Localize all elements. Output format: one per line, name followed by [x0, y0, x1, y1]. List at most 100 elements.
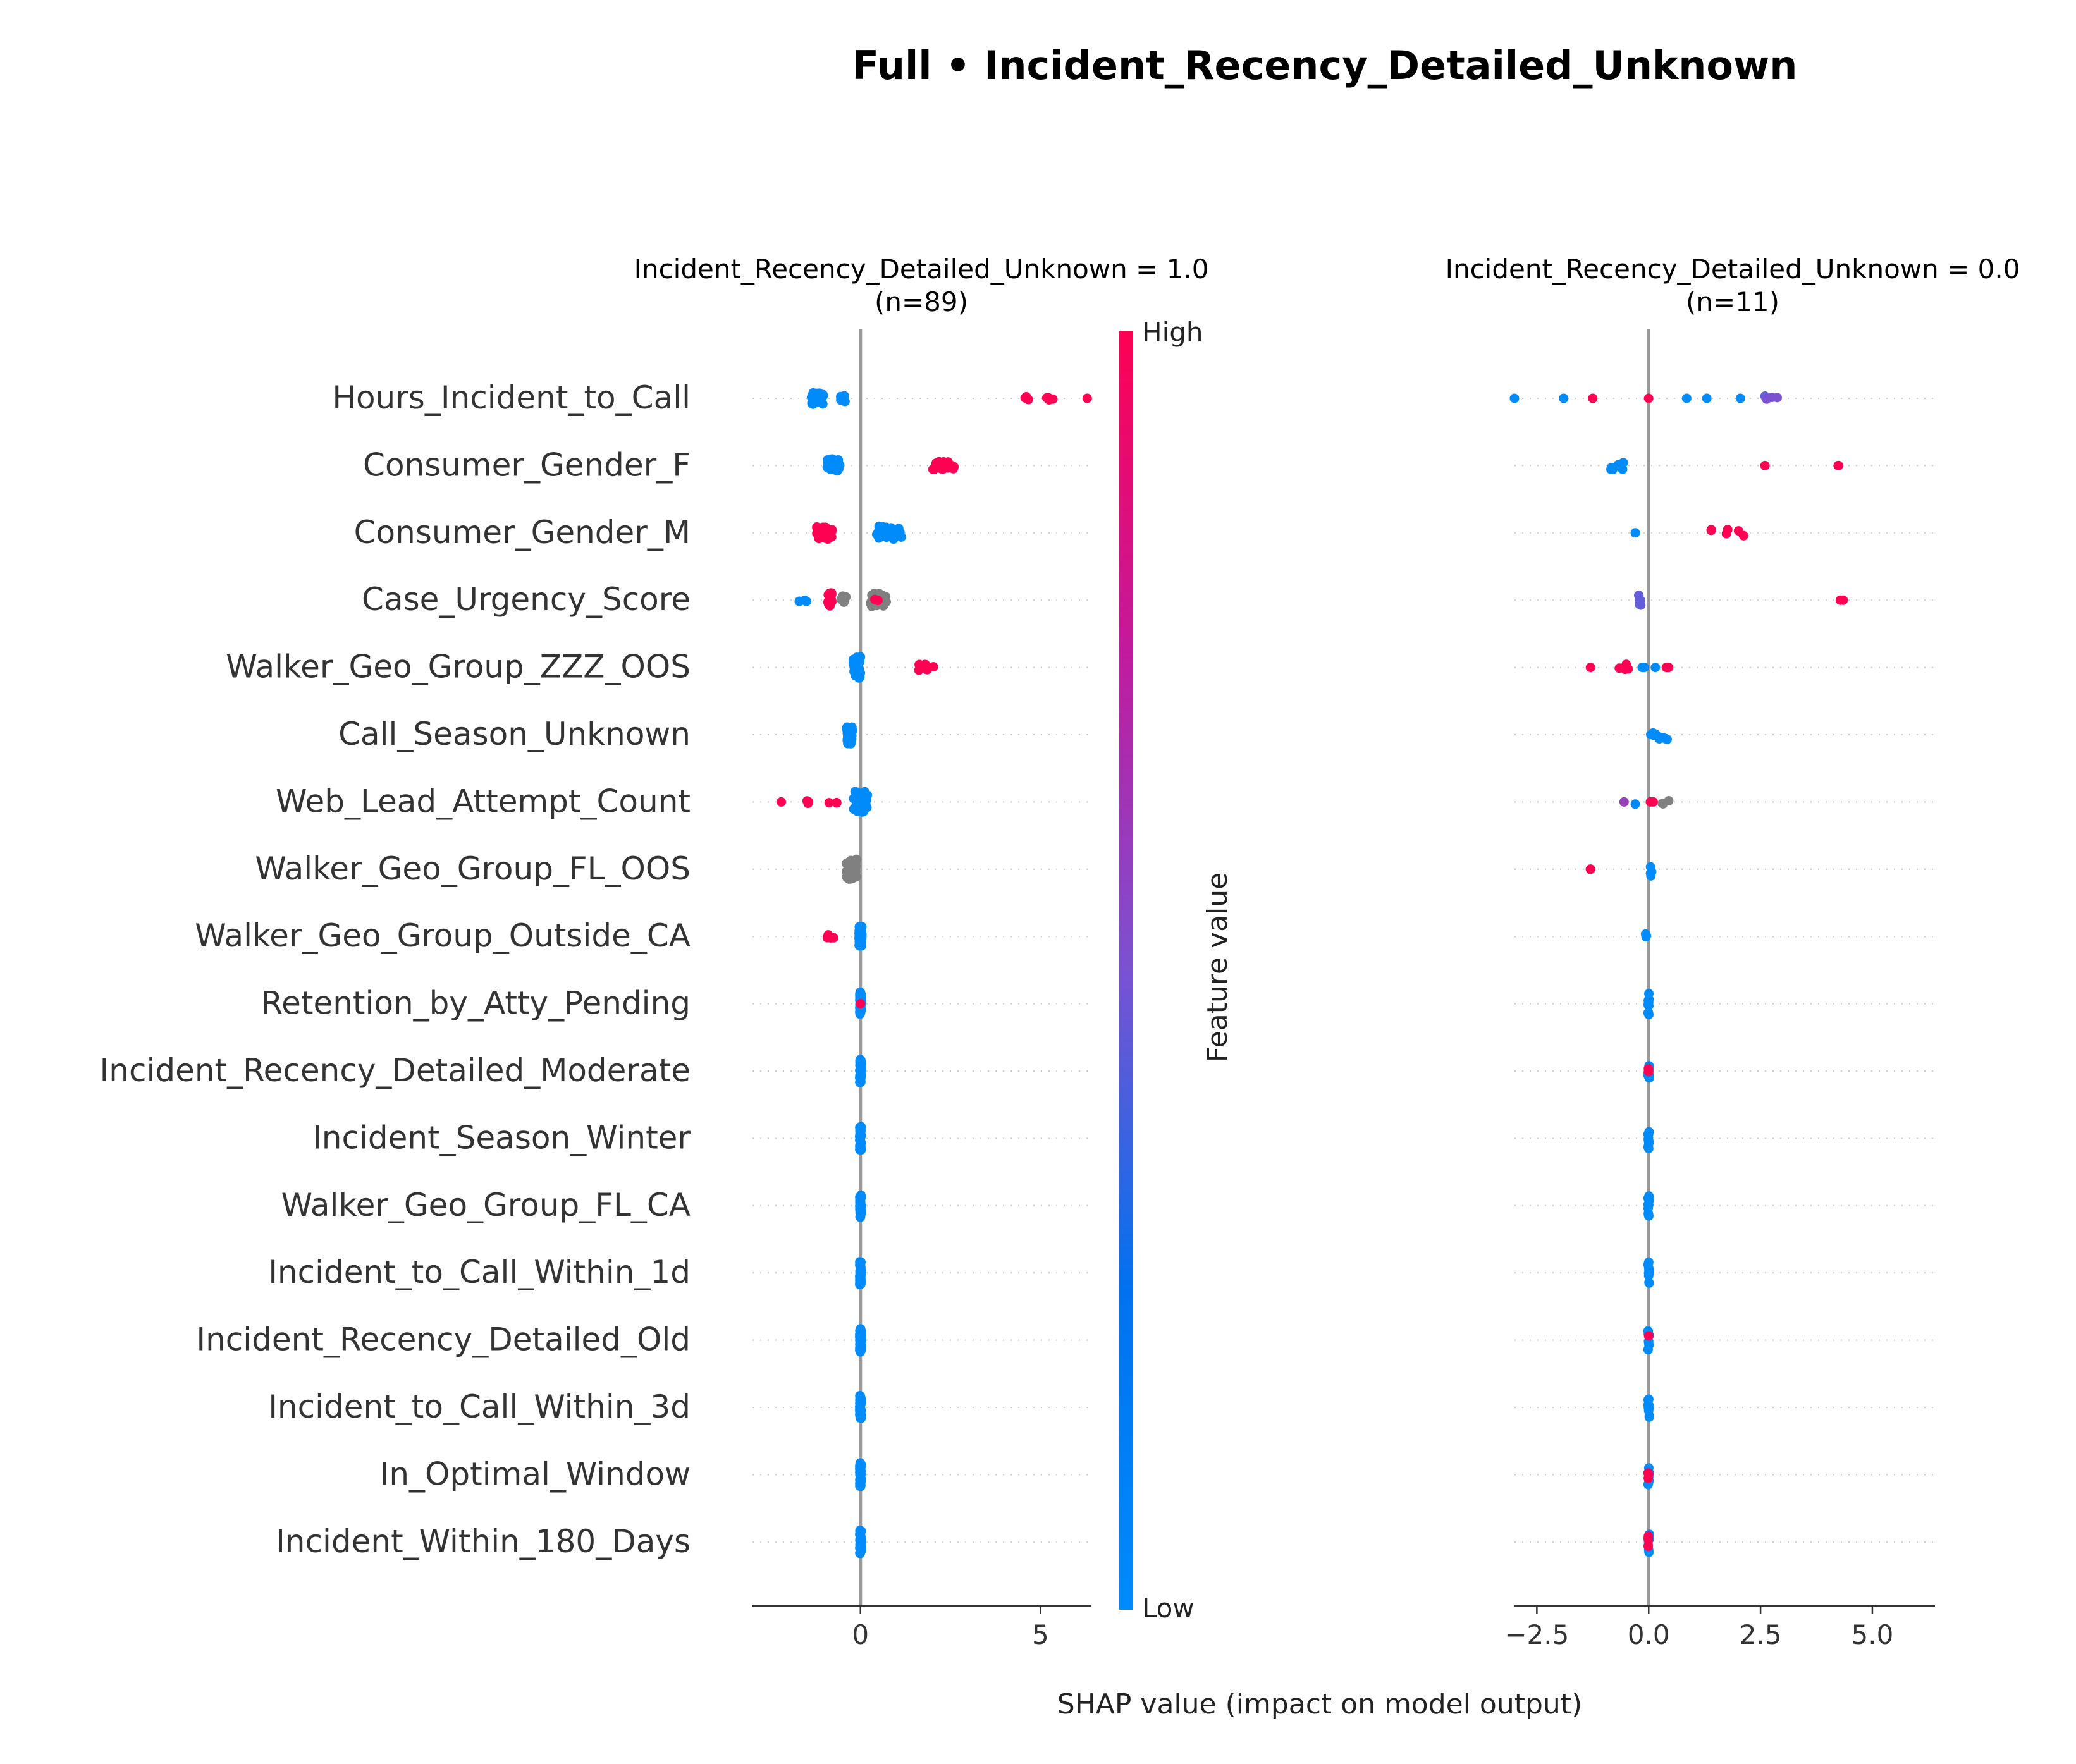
feature-label: Consumer_Gender_F [363, 446, 691, 483]
shap-point [855, 1259, 865, 1269]
shap-point [855, 1124, 865, 1134]
shap-point [817, 529, 827, 539]
shap-point [937, 463, 947, 474]
shap-point [880, 527, 890, 537]
shap-point [1644, 1127, 1654, 1137]
shap-point [832, 797, 842, 807]
shap-point [894, 524, 904, 534]
shap-point [849, 666, 859, 677]
shap-point [1643, 996, 1654, 1006]
shap-point [1643, 1531, 1654, 1541]
shap-point [852, 659, 862, 669]
shap-point [1643, 1394, 1654, 1404]
shap-point [854, 673, 864, 683]
shap-point [838, 591, 848, 601]
shap-point [1662, 734, 1672, 744]
shap-point [1585, 864, 1595, 874]
panel-right-title-line1: Incident_Recency_Detailed_Unknown = 0.0 [1446, 254, 2020, 285]
shap-point [914, 665, 924, 675]
feature-label: Walker_Geo_Group_ZZZ_OOS [226, 649, 691, 685]
shap-point [1762, 394, 1772, 404]
shap-point [855, 1402, 865, 1412]
feature-label: Incident_Recency_Detailed_Moderate [100, 1052, 691, 1089]
shap-point [1644, 1412, 1654, 1422]
x-tick-label: 0 [852, 1619, 869, 1650]
shap-point [856, 1193, 866, 1203]
feature-label: Incident_to_Call_Within_1d [268, 1254, 691, 1290]
shap-point [851, 866, 861, 876]
x-tick-label: 0.0 [1628, 1619, 1670, 1650]
shap-point [823, 456, 833, 467]
shap-point [855, 1478, 865, 1488]
x-tick-label: −2.5 [1504, 1619, 1569, 1650]
feature-label: Incident_Season_Winter [312, 1119, 691, 1156]
shap-point [1082, 393, 1092, 403]
shap-point [1645, 862, 1655, 872]
shap-point [854, 931, 864, 941]
shap-point [896, 532, 906, 542]
shap-point [855, 1411, 865, 1421]
shap-point [840, 396, 850, 407]
feature-label: Hours_Incident_to_Call [332, 379, 691, 416]
shap-point [1833, 460, 1843, 470]
shap-point [823, 534, 833, 544]
shap-point [1614, 663, 1625, 673]
shap-point [870, 594, 880, 604]
feature-labels: Hours_Incident_to_Call Consumer_Gender_F C… [100, 379, 691, 1560]
shap-point [856, 1204, 866, 1214]
feature-label: Walker_Geo_Group_Outside_CA [195, 917, 691, 954]
panel-left-title-line1: Incident_Recency_Detailed_Unknown = 1.0 [634, 254, 1209, 285]
shap-point [855, 1338, 865, 1348]
feature-label: Case_Urgency_Score [362, 581, 691, 618]
chart-title: Full • Incident_Recency_Detailed_Unknown [852, 42, 1798, 89]
shap-point [1643, 393, 1654, 403]
shap-point [1585, 663, 1595, 673]
shap-point [1643, 1469, 1654, 1479]
shap-point [828, 933, 838, 943]
feature-label: Incident_to_Call_Within_3d [268, 1388, 691, 1425]
panel-left: Incident_Recency_Detailed_Unknown = 1.0 … [634, 254, 1209, 1650]
x-tick-label: 2.5 [1740, 1619, 1782, 1650]
colorbar-axis-label: Feature value [1201, 873, 1234, 1062]
feature-label: Retention_by_Atty_Pending [261, 985, 691, 1022]
shap-point [803, 797, 813, 807]
shap-point [842, 731, 852, 741]
shap-point [1644, 1195, 1654, 1205]
x-tick-label: 5.0 [1852, 1619, 1894, 1650]
shap-point [1735, 393, 1745, 403]
shap-point [1644, 1265, 1654, 1275]
shap-point [1643, 1402, 1654, 1412]
panel-left-title-line2: (n=89) [875, 286, 968, 317]
shap-point [1721, 529, 1731, 539]
shap-point [1637, 663, 1647, 673]
colorbar-low-label: Low [1142, 1593, 1195, 1624]
shap-point [1706, 525, 1716, 536]
shap-point [777, 797, 787, 807]
feature-label: Incident_Recency_Detailed_Old [196, 1321, 691, 1358]
shap-point [1020, 393, 1030, 403]
shap-point [928, 662, 938, 672]
panel-right: Incident_Recency_Detailed_Unknown = 0.0 … [1446, 254, 2020, 1650]
colorbar-high-label: High [1142, 317, 1203, 348]
shap-point [856, 1267, 866, 1277]
colorbar: High Low Feature value [1119, 317, 1234, 1624]
shap-point [947, 462, 957, 472]
shap-point [888, 534, 899, 544]
shap-point [1643, 1345, 1653, 1355]
shap-point [1613, 460, 1623, 470]
feature-label: In_Optimal_Window [380, 1455, 691, 1492]
shap-point [856, 1136, 866, 1146]
shap-point [1643, 1331, 1654, 1341]
shap-point [1630, 799, 1640, 809]
shap-point [920, 659, 930, 670]
shap-point [855, 1462, 865, 1472]
shap-point [833, 455, 844, 465]
shap-point [852, 787, 863, 797]
shap-point [1772, 393, 1782, 403]
shap-point [1644, 989, 1654, 999]
shap-point [1760, 460, 1770, 470]
shap-point [1664, 663, 1674, 673]
shap-point [856, 1526, 866, 1536]
shap-point [855, 1277, 865, 1287]
shap-point [855, 922, 865, 932]
